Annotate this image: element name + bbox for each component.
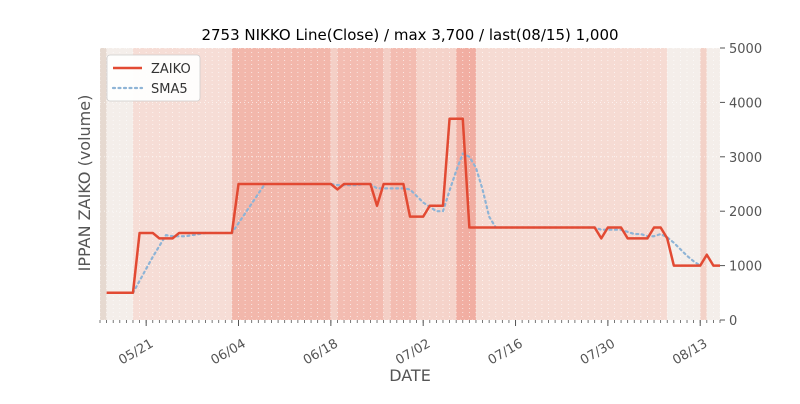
- y-tick-label: 4000: [729, 96, 762, 111]
- x-axis-label: DATE: [389, 366, 431, 385]
- background-band-11: [667, 48, 701, 320]
- background-band-0: [100, 48, 107, 320]
- x-axis: 05/21 06/04 06/18 07/02 07/16 07/30 08/13: [99, 320, 721, 368]
- y-axis-label: IPPAN ZAIKO (volume): [75, 95, 94, 272]
- y-tick-label: 0: [729, 314, 737, 329]
- x-tick-label: 07/16: [486, 336, 526, 368]
- legend-label: SMA5: [151, 82, 188, 97]
- y-tick-label: 2000: [729, 205, 762, 220]
- x-tick-label: 08/13: [670, 336, 710, 368]
- legend-label: ZAIKO: [151, 62, 191, 77]
- y-axis: 0 1000 2000 3000 4000 5000: [720, 42, 762, 329]
- y-tick-label: 3000: [729, 151, 762, 166]
- y-tick-label: 1000: [729, 260, 762, 275]
- background-band-10: [475, 48, 668, 320]
- series-lines: [106, 117, 720, 295]
- background-band-12: [700, 48, 707, 320]
- x-tick-label: 07/30: [578, 336, 618, 368]
- y-tick-label: 5000: [729, 42, 762, 57]
- x-tick-label: 05/21: [116, 336, 156, 368]
- legend-box: [106, 54, 201, 102]
- x-tick-label: 06/04: [209, 336, 249, 368]
- x-tick-label: 07/02: [393, 336, 433, 368]
- x-tick-label: 06/18: [301, 336, 341, 368]
- legend: ZAIKO SMA5: [106, 54, 201, 102]
- series-line-zaiko: [106, 117, 720, 295]
- chart-title: 2753 NIKKO Line(Close) / max 3,700 / las…: [201, 26, 618, 44]
